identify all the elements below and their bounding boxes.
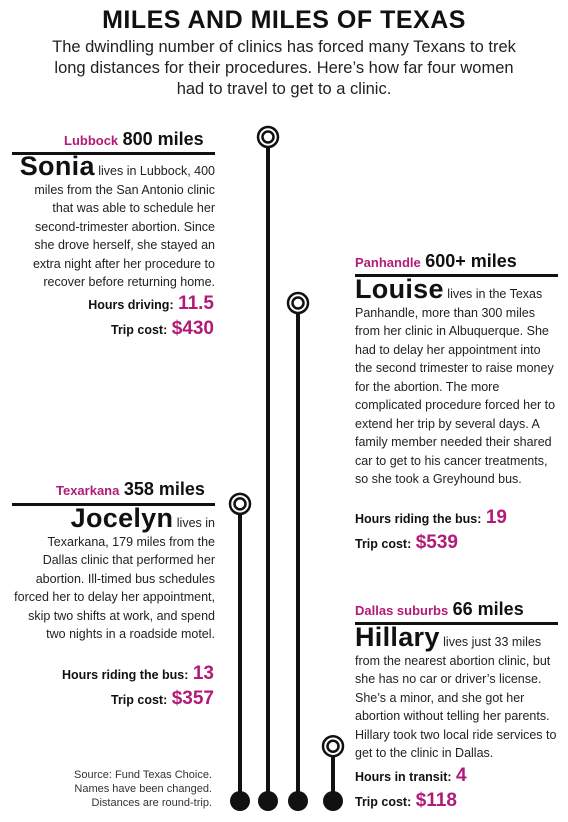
person-name: Sonia xyxy=(19,151,95,181)
stat-hours-sonia: Hours driving: 11.5 xyxy=(88,293,214,315)
distance-value: 66 miles xyxy=(452,599,524,619)
stem-top-inner-ring xyxy=(291,296,305,310)
divider xyxy=(12,152,215,155)
stat-value: 11.5 xyxy=(178,293,214,314)
stat-hours-jocelyn: Hours riding the bus: 13 xyxy=(62,663,214,685)
stem-base-dot xyxy=(288,791,308,811)
distance-value: 800 miles xyxy=(122,129,204,149)
distance-value: 600+ miles xyxy=(425,251,517,271)
story-text: lives in Texarkana, 179 miles from the D… xyxy=(14,516,215,641)
stat-value: $539 xyxy=(415,532,458,553)
source-note: Source: Fund Texas Choice. Names have be… xyxy=(30,768,212,810)
page-subtitle: The dwindling number of clinics has forc… xyxy=(52,38,516,98)
stem-texarkana xyxy=(228,492,252,811)
place-label: Panhandle xyxy=(355,255,421,270)
stat-label: Trip cost: xyxy=(355,537,412,551)
stat-label: Hours driving: xyxy=(88,298,174,312)
stem-base-dot xyxy=(323,791,343,811)
stat-label: Hours riding the bus: xyxy=(62,668,189,682)
stat-value: $118 xyxy=(415,790,457,811)
story-sonia: Sonia lives in Lubbock, 400 miles from t… xyxy=(12,153,215,292)
story-text: lives just 33 miles from the nearest abo… xyxy=(355,635,557,760)
stat-hours-louise: Hours riding the bus: 19 xyxy=(355,507,507,529)
story-hillary: Hillary lives just 33 miles from the nea… xyxy=(355,624,560,763)
stat-value: 4 xyxy=(456,765,467,786)
stat-label: Trip cost: xyxy=(111,693,168,707)
stat-label: Trip cost: xyxy=(355,795,412,809)
place-label: Lubbock xyxy=(64,133,119,148)
stem-lubbock xyxy=(256,125,280,811)
person-name: Hillary xyxy=(355,622,440,652)
divider xyxy=(355,274,558,277)
stat-label: Hours in transit: xyxy=(355,770,452,784)
story-text: lives in Lubbock, 400 miles from the San… xyxy=(32,164,215,289)
stem-base-dot xyxy=(258,791,278,811)
note-line: Distances are round-trip. xyxy=(91,797,212,809)
story-text: lives in the Texas Panhandle, more than … xyxy=(355,287,556,486)
stem-base-dot xyxy=(230,791,250,811)
story-louise: Louise lives in the Texas Panhandle, mor… xyxy=(355,276,560,489)
person-name: Jocelyn xyxy=(70,503,174,533)
stat-label: Hours riding the bus: xyxy=(355,512,482,526)
distance-heading-dallas-suburbs: Dallas suburbs 66 miles xyxy=(355,599,524,620)
stat-cost-jocelyn: Trip cost: $357 xyxy=(111,688,214,710)
divider xyxy=(355,622,558,625)
stem-dallas-suburbs xyxy=(321,734,345,811)
stat-value: 19 xyxy=(485,507,507,528)
source-line: Source: Fund Texas Choice. xyxy=(74,769,212,781)
divider xyxy=(12,503,215,506)
stat-hours-hillary: Hours in transit: 4 xyxy=(355,765,467,787)
stat-value: $430 xyxy=(171,318,214,339)
note-line: Names have been changed. xyxy=(74,783,212,795)
distance-heading-panhandle: Panhandle 600+ miles xyxy=(355,251,517,272)
distance-value: 358 miles xyxy=(123,479,205,499)
distance-heading-lubbock: Lubbock 800 miles xyxy=(64,129,204,150)
place-label: Dallas suburbs xyxy=(355,603,449,618)
stem-top-inner-ring xyxy=(326,739,340,753)
stem-top-inner-ring xyxy=(233,497,247,511)
stat-cost-sonia: Trip cost: $430 xyxy=(111,318,214,340)
stat-cost-louise: Trip cost: $539 xyxy=(355,532,458,554)
stem-panhandle xyxy=(286,291,310,811)
place-label: Texarkana xyxy=(56,483,120,498)
stat-label: Trip cost: xyxy=(111,323,168,337)
stat-value: $357 xyxy=(171,688,214,709)
stat-value: 13 xyxy=(192,663,214,684)
stem-top-inner-ring xyxy=(261,130,275,144)
page-title: MILES AND MILES OF TEXAS xyxy=(102,6,466,34)
distance-heading-texarkana: Texarkana 358 miles xyxy=(56,479,205,500)
person-name: Louise xyxy=(355,274,444,304)
stat-cost-hillary: Trip cost: $118 xyxy=(355,790,457,812)
story-jocelyn: Jocelyn lives in Texarkana, 179 miles fr… xyxy=(12,505,215,644)
